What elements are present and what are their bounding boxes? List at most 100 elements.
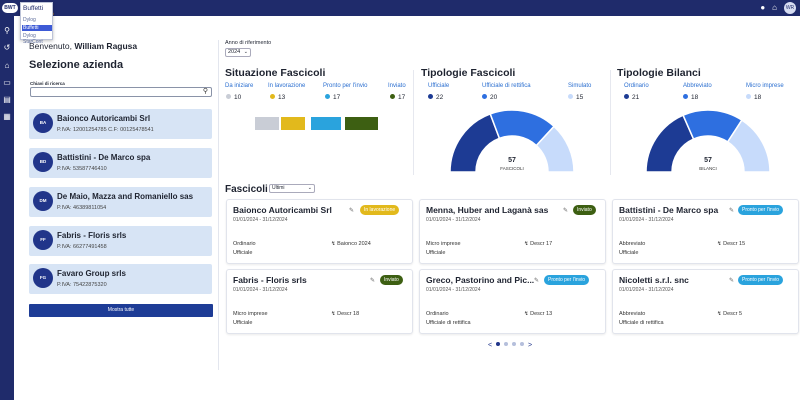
fascicolo-period: 01/01/2024 - 31/12/2024: [233, 217, 288, 223]
donut-segment-2[interactable]: [535, 125, 575, 173]
legend-dot: [482, 94, 487, 99]
donut-total-label: FASCICOLI: [500, 166, 524, 171]
legend-label: Inviato: [388, 83, 406, 89]
company-card[interactable]: DM De Maio, Mazza and Romaniello sas P.I…: [29, 187, 212, 217]
edit-icon[interactable]: ✎: [534, 278, 540, 284]
description-text: Descr 17: [530, 241, 553, 247]
welcome-text: Benvenuto, William Ragusa: [29, 41, 137, 51]
edit-icon[interactable]: ✎: [349, 208, 355, 214]
fascicolo-card[interactable]: Menna, Huber and Laganà sas 01/01/2024 -…: [419, 199, 606, 264]
brand-dropdown[interactable]: Buffetti Dylog Buffetti Dylog StarCont: [20, 2, 53, 45]
status-swatch-inviato[interactable]: [345, 117, 378, 130]
fascicoli-filter-value: Ultimi: [272, 185, 285, 191]
year-label: Anno di riferimento: [225, 40, 272, 46]
legend-number: 18: [691, 94, 699, 101]
fascicolo-card[interactable]: Nicoletti s.r.l. snc 01/01/2024 - 31/12/…: [612, 269, 799, 334]
fascicolo-card[interactable]: Fabris - Floris srls 01/01/2024 - 31/12/…: [226, 269, 413, 334]
status-swatch-pronto[interactable]: [311, 117, 341, 130]
avatar[interactable]: WR: [784, 2, 796, 14]
top-bar: BWT ● ⌂ WR: [0, 0, 800, 16]
description-icon: ↯: [524, 241, 531, 247]
fascicoli-filter-select[interactable]: Ultimi ⌄: [269, 184, 315, 193]
legend-value: 18: [683, 94, 698, 101]
divider: [218, 40, 219, 370]
edit-icon[interactable]: ✎: [370, 278, 376, 284]
prev-page-button[interactable]: <: [488, 342, 493, 349]
page-dot[interactable]: [504, 342, 509, 346]
search-icon[interactable]: ⚲: [202, 88, 208, 95]
fascicolo-period: 01/01/2024 - 31/12/2024: [426, 217, 481, 223]
company-card[interactable]: FG Favaro Group srls P.IVA: 75422875320: [29, 264, 212, 294]
legend-label: Micro imprese: [746, 83, 784, 89]
edit-icon[interactable]: ✎: [729, 278, 735, 284]
archive-icon[interactable]: ▤: [3, 95, 11, 104]
company-card[interactable]: BD Battistini - De Marco spa P.IVA: 5358…: [29, 148, 212, 178]
company-badge: FG: [33, 268, 53, 288]
tipologie-bilanci-title: Tipologie Bilanci: [617, 67, 701, 79]
description-text: Descr 18: [337, 311, 360, 317]
status-swatch-in-lavorazione[interactable]: [281, 117, 305, 130]
legend-value: 18: [746, 94, 761, 101]
year-select[interactable]: 2024 ⌄: [225, 48, 251, 57]
legend-dot: [226, 94, 231, 99]
search-icon[interactable]: ⚲: [4, 26, 10, 35]
fascicolo-category: Ufficiale: [233, 320, 253, 326]
show-all-button[interactable]: Mostra tutte: [29, 304, 213, 317]
fascicolo-period: 01/01/2024 - 31/12/2024: [619, 217, 674, 223]
page-dot[interactable]: [520, 342, 525, 346]
brand-option-dylog-starcont[interactable]: Dylog StarCont: [23, 33, 43, 45]
legend-value: 17: [325, 94, 340, 101]
legend-label: Simulato: [568, 83, 592, 89]
home-icon[interactable]: ⌂: [4, 61, 10, 70]
donut-total-label: BILANCI: [699, 166, 717, 171]
edit-icon[interactable]: ✎: [563, 208, 569, 214]
company-piva: P.IVA: 46389811054: [57, 205, 107, 211]
folder-icon[interactable]: ▭: [3, 78, 11, 87]
edit-icon[interactable]: ✎: [729, 208, 735, 214]
app-logo[interactable]: BWT: [2, 3, 18, 13]
divider: [610, 70, 611, 175]
notifications-icon[interactable]: ⌂: [772, 3, 777, 12]
next-page-button[interactable]: >: [528, 342, 533, 349]
company-piva: P.IVA: 75422875320: [57, 282, 107, 288]
description-text: Descr 5: [723, 311, 743, 317]
donut-segment-2[interactable]: [726, 119, 771, 173]
fascicolo-card[interactable]: Battistini - De Marco spa 01/01/2024 - 3…: [612, 199, 799, 264]
fascicolo-type: Micro imprese: [233, 311, 268, 317]
fascicolo-card[interactable]: Greco, Pastorino and Pic... 01/01/2024 -…: [419, 269, 606, 334]
grid-icon[interactable]: ▦: [3, 112, 11, 121]
legend-number: 18: [754, 94, 762, 101]
brand-option-buffetti[interactable]: Buffetti: [22, 25, 52, 31]
brand-option-dylog[interactable]: Dylog: [23, 17, 36, 23]
company-card[interactable]: BA Baionco Autoricambi Srl P.IVA: 120012…: [29, 109, 212, 139]
fascicolo-period: 01/01/2024 - 31/12/2024: [619, 287, 674, 293]
fascicolo-description: ↯ Descr 15: [717, 241, 745, 247]
history-icon[interactable]: ↺: [3, 43, 11, 52]
legend-label: In lavorazione: [268, 83, 306, 89]
company-name: Favaro Group srls: [57, 269, 126, 278]
fascicoli-title: Fascicoli: [225, 184, 268, 195]
page-dot[interactable]: [496, 342, 501, 346]
company-card[interactable]: FF Fabris - Floris srls P.IVA: 662774914…: [29, 226, 212, 256]
description-icon: ↯: [717, 241, 724, 247]
situazione-title: Situazione Fascicoli: [225, 67, 326, 79]
fascicolo-type: Abbreviato: [619, 241, 646, 247]
welcome-prefix: Benvenuto,: [29, 41, 73, 51]
search-input[interactable]: ⚲: [30, 87, 212, 97]
fascicolo-category: Ufficiale di rettifica: [426, 320, 471, 326]
sidebar: ⚲ ↺ ⌂ ▭ ▤ ▦: [0, 16, 14, 400]
status-swatch-da-iniziare[interactable]: [255, 117, 279, 130]
brand-dropdown-title[interactable]: Buffetti: [23, 5, 44, 12]
legend-value: 17: [390, 94, 405, 101]
description-text: Baionco 2024: [337, 241, 371, 247]
legend-value: 15: [568, 94, 583, 101]
chevron-down-icon: ⌄: [307, 185, 312, 191]
help-icon[interactable]: ●: [760, 3, 766, 12]
status-badge: Inviato: [380, 275, 403, 285]
fascicolo-card[interactable]: Baionco Autoricambi Srl 01/01/2024 - 31/…: [226, 199, 413, 264]
page-dot[interactable]: [512, 342, 517, 346]
status-badge: In lavorazione: [360, 205, 400, 215]
company-badge: BA: [33, 113, 53, 133]
status-badge: Pronto per l'invio: [738, 275, 784, 285]
fascicolo-type: Abbreviato: [619, 311, 646, 317]
